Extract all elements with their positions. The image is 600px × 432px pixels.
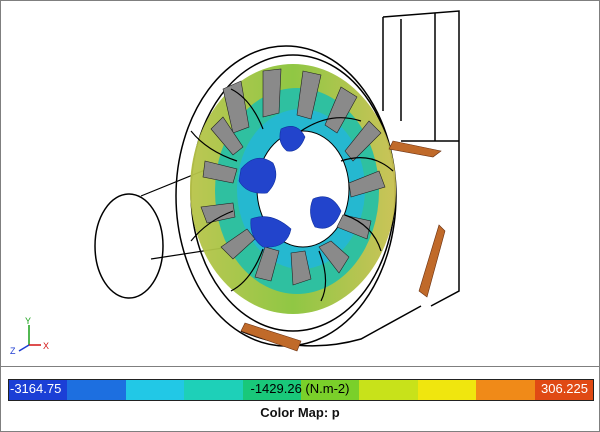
pump-model-render: Y X Z xyxy=(10,10,460,356)
viewport-divider xyxy=(1,366,599,367)
impeller-blades xyxy=(200,68,386,286)
legend-color-segment xyxy=(359,380,418,400)
triad-y-label: Y xyxy=(25,316,31,326)
outlet-duct xyxy=(382,10,460,307)
legend-color-segment xyxy=(125,380,185,400)
legend-max-value: 306.225 xyxy=(541,381,588,396)
legend-color-segment xyxy=(476,380,535,400)
low-pressure-zones xyxy=(238,126,342,248)
triad-z-label: Z xyxy=(10,346,16,356)
color-map-caption: Color Map: p xyxy=(260,405,340,420)
triad-x-label: X xyxy=(43,341,49,351)
axis-triad: Y X Z xyxy=(10,316,49,356)
legend-color-segment xyxy=(534,380,594,400)
legend-color-segment xyxy=(301,380,360,400)
legend-color-segment xyxy=(242,380,302,400)
high-pressure-zones xyxy=(240,140,446,352)
legend-mid-value: -1429.26 (N.m-2) xyxy=(250,381,350,396)
legend-color-segment xyxy=(67,380,126,400)
legend-color-segment xyxy=(417,380,477,400)
legend-color-segment xyxy=(9,380,68,400)
blade-curves xyxy=(190,88,394,302)
legend-min-value: -3164.75 xyxy=(10,381,62,396)
legend-color-segment xyxy=(184,380,243,400)
color-map-legend-bar xyxy=(8,379,594,401)
inlet-ring xyxy=(94,193,164,299)
3d-viewport[interactable]: Y X Z xyxy=(1,1,599,366)
